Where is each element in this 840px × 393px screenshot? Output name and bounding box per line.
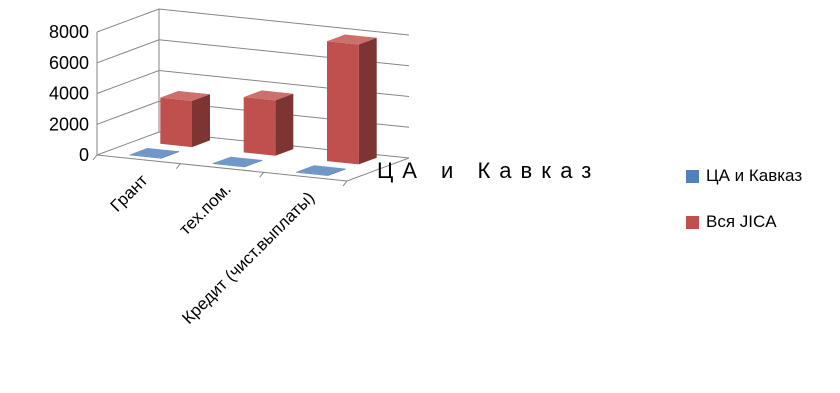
depth-axis-label: ЦА и Кавказ: [377, 158, 600, 183]
y-tick-label: 2000: [49, 114, 89, 134]
gridline: [96, 100, 410, 128]
bar-front-face: [212, 163, 245, 168]
gridline: [96, 131, 410, 159]
bar-side-face: [192, 94, 210, 148]
legend-swatch-series-1: [686, 169, 699, 183]
gridline: [96, 39, 410, 67]
bar-top-face: [243, 90, 294, 101]
y-tick-label: 0: [79, 145, 89, 165]
bar-series-1-2: [212, 156, 263, 168]
x-axis-categories: Грант тех.пом.Кредит (чист.выплаты): [107, 171, 318, 328]
y-tick-label: 6000: [49, 53, 89, 73]
bar-side-face: [327, 168, 346, 176]
bar-front-face: [160, 97, 192, 148]
bar-top-face: [160, 91, 210, 101]
bar-side-face: [161, 151, 179, 159]
bar-top-face: [212, 156, 263, 167]
bar-front-face: [296, 172, 328, 176]
y-tick-label: 8000: [49, 22, 89, 42]
x-category-label: тех.пом.: [175, 179, 234, 238]
gridline: [96, 8, 410, 36]
bar-side-face: [358, 37, 377, 165]
bar-top-face: [327, 34, 377, 45]
legend-item-series-2: Вся JICA: [686, 211, 802, 233]
gridline: [96, 69, 410, 97]
bars: [129, 34, 377, 176]
legend-swatch-series-2: [686, 215, 699, 229]
bar-side-face: [244, 160, 263, 168]
floor-right-edge: [346, 157, 410, 182]
legend: ЦА и Кавказ Вся JICA: [686, 165, 802, 257]
x-tick-mark: [175, 163, 181, 169]
x-tick-mark: [92, 154, 98, 161]
bar-front-face: [327, 41, 359, 165]
bar-front-face: [243, 97, 276, 156]
bar-front-face: [129, 154, 161, 159]
bar-series-2-1: [160, 91, 210, 148]
bar-side-face: [275, 93, 294, 156]
gridlines: [96, 8, 410, 159]
bar-top-face: [296, 165, 346, 176]
legend-label-series-2: Вся JICA: [706, 212, 777, 231]
legend-label-series-1: ЦА и Кавказ: [706, 166, 803, 185]
x-tick-mark: [259, 172, 265, 178]
bar-series-1-1: [129, 148, 179, 159]
bar-series-1-3: [296, 165, 346, 176]
x-category-label: Грант: [107, 171, 152, 216]
bar-series-2-3: [327, 34, 377, 165]
y-axis-ticks: 0 2000 4000 6000 8000: [49, 22, 89, 165]
x-tick-mark: [342, 180, 348, 187]
bar-top-face: [129, 148, 179, 158]
legend-item-series-1: ЦА и Кавказ: [686, 165, 802, 187]
floor-front-edge: [96, 154, 348, 182]
bar-series-2-2: [243, 90, 294, 156]
y-tick-label: 4000: [49, 84, 89, 104]
